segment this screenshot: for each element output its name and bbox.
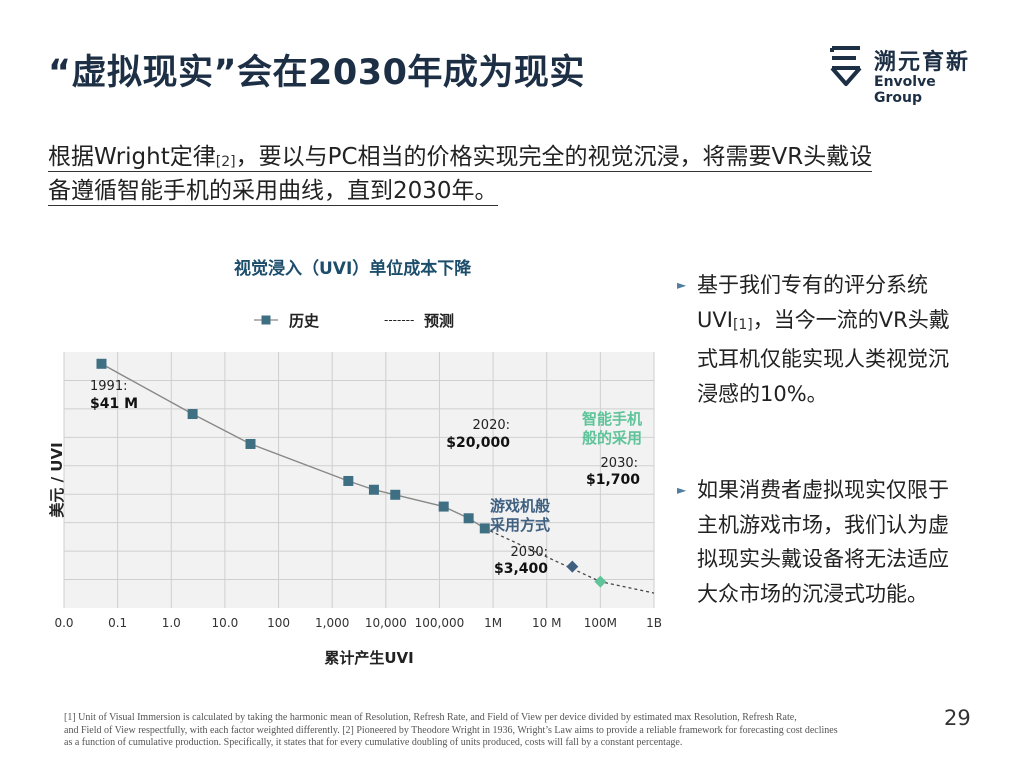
- x-tick-label: 0.0: [54, 616, 73, 630]
- x-tick-label: 1.0: [162, 616, 181, 630]
- historical-point: [245, 438, 256, 449]
- x-tick-label: 1M: [484, 616, 502, 630]
- smartphone-label-2: 般的采用: [582, 429, 642, 447]
- bullet-2-line: 拟现实头戴设备将无法适应: [697, 547, 949, 571]
- annotation-2020-year: 2020:: [473, 418, 510, 433]
- legend: 历史 ------- 预测: [254, 312, 454, 330]
- page-number: 29: [944, 706, 971, 730]
- x-tick-label: 0.1: [108, 616, 127, 630]
- slide-title: “虚拟现实”会在2030年成为现实: [48, 53, 585, 93]
- scenario-smartphone-labels: 智能手机 般的采用 2030: $1,700: [582, 410, 642, 488]
- historical-point: [438, 501, 449, 512]
- gaming-label-1: 游戏机般: [490, 497, 550, 515]
- footnote-ref: [1]: [732, 316, 753, 333]
- logo-name-cn: 溯元育新: [874, 50, 971, 75]
- gaming-year: 2030:: [511, 545, 548, 560]
- x-tick-label: 100,000: [415, 616, 465, 630]
- footnote-line: as a function of cumulative production. …: [64, 737, 683, 748]
- chart-title: 视觉浸入（UVI）单位成本下降: [234, 259, 472, 279]
- arrow-bullet-icon: ►: [677, 483, 687, 497]
- historical-point: [463, 513, 474, 524]
- y-axis-label: 美元 / UVI: [48, 442, 66, 517]
- legend-historical-marker: [261, 315, 271, 325]
- bullet-1-line: 基于我们专有的评分系统: [697, 273, 928, 297]
- bullet-text-part: ，当今一流的VR头戴: [752, 307, 950, 332]
- x-tick-label: 10,000: [365, 616, 407, 630]
- historical-point: [343, 475, 354, 486]
- annotation-1991: 1991: $41 M: [90, 379, 138, 412]
- x-tick-label: 10.0: [212, 616, 239, 630]
- intro-text: 根据Wright定律[2]，要以与PC相当的价格实现完全的视觉沉浸，将需要VR头…: [48, 140, 988, 208]
- intro-text-part: 根据Wright定律: [48, 144, 216, 170]
- smartphone-year: 2030:: [601, 456, 638, 471]
- x-tick-label: 1B: [646, 616, 662, 630]
- footnote: [1] Unit of Visual Immersion is calculat…: [64, 712, 924, 750]
- gaming-scenario-point: [566, 560, 579, 573]
- bullet-2-line: 如果消费者虚拟现实仅限于: [697, 478, 949, 502]
- historical-point: [479, 523, 490, 534]
- scenario-gaming-labels: 游戏机般 采用方式 2030: $3,400: [489, 497, 550, 577]
- bullet-1-line: 式耳机仅能实现人类视觉沉: [697, 347, 949, 371]
- x-axis-label: 累计产生UVI: [324, 649, 413, 667]
- bullet-1: ► 基于我们专有的评分系统 UVI[1]，当今一流的VR头戴 式耳机仅能实现人类…: [677, 268, 987, 411]
- bullet-1-line: 浸感的10%。: [697, 381, 828, 406]
- historical-point: [368, 484, 379, 495]
- footnote-line: [1] Unit of Visual Immersion is calculat…: [64, 712, 797, 723]
- cost-decline-chart: 历史 ------- 预测 0.0 0.1 1.0 10.0 100 1,000 10,00…: [48, 312, 662, 667]
- grid: [63, 352, 655, 608]
- arrow-bullet-icon: ►: [677, 278, 687, 292]
- historical-point: [390, 489, 401, 500]
- intro-line-1: 根据Wright定律[2]，要以与PC相当的价格实现完全的视觉沉浸，将需要VR头…: [48, 144, 873, 172]
- bullet-text-part: UVI: [697, 307, 733, 332]
- smartphone-value: $1,700: [586, 472, 640, 488]
- data-points: [96, 358, 607, 588]
- smartphone-scenario-point: [594, 575, 607, 588]
- x-tick-label: 100M: [584, 616, 617, 630]
- historical-point: [96, 358, 107, 369]
- brand-logo: 溯元育新 Envolve Group: [828, 42, 988, 106]
- legend-forecast-dash: -------: [384, 313, 414, 327]
- historical-point: [187, 409, 198, 420]
- intro-line-2: 备遵循智能手机的采用曲线，直到2030年。: [48, 178, 498, 206]
- intro-text-part: ，要以与PC相当的价格实现完全的视觉沉浸，将需要VR头戴设: [235, 144, 873, 170]
- annotation-2020-value: $20,000: [446, 435, 510, 451]
- annotation-2020: 2020: $20,000: [446, 418, 510, 451]
- footnote-line: and Field of View respectfully, with eac…: [64, 724, 838, 736]
- logo-name-en: Envolve Group: [874, 74, 936, 106]
- footnote-ref: [2]: [215, 154, 236, 170]
- x-tick-labels: 0.0 0.1 1.0 10.0 100 1,000 10,000 100,000 1M 10 M…: [54, 616, 661, 630]
- x-tick-label: 1,000: [315, 616, 349, 630]
- x-tick-label: 10 M: [532, 616, 561, 630]
- annotation-1991-year: 1991:: [90, 379, 127, 394]
- gaming-value: $3,400: [494, 561, 548, 577]
- bullet-2-line: 主机游戏市场，我们认为虚: [697, 512, 949, 537]
- plot-area: [64, 352, 654, 608]
- smartphone-label-1: 智能手机: [582, 410, 642, 428]
- envolve-logo-icon: [830, 46, 862, 86]
- bullet-1-line: UVI[1]，当今一流的VR头戴: [697, 303, 987, 343]
- gaming-label-2: 采用方式: [489, 516, 550, 534]
- bullet-2-line: 大众市场的沉浸式功能。: [697, 581, 928, 606]
- x-tick-label: 100: [267, 616, 290, 630]
- annotation-1991-value: $41 M: [90, 396, 138, 412]
- bullet-2: ► 如果消费者虚拟现实仅限于 主机游戏市场，我们认为虚 拟现实头戴设备将无法适应…: [677, 473, 987, 611]
- legend-forecast-label: 预测: [424, 312, 454, 330]
- legend-historical-label: 历史: [289, 312, 320, 330]
